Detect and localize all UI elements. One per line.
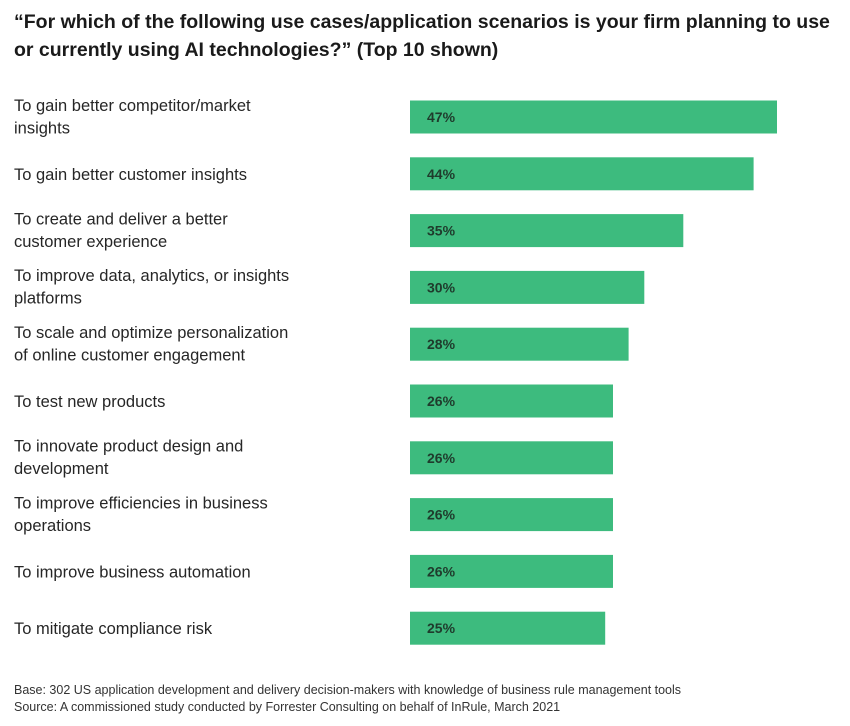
bar-2	[410, 157, 754, 191]
source-footnote: Source: A commissioned study conducted b…	[14, 700, 561, 714]
chart-title: “For which of the following use cases/ap…	[14, 11, 830, 61]
value-label-1: 47%	[427, 109, 456, 125]
category-label-7: To innovate product design and developmen…	[14, 438, 243, 479]
category-label-3: To create and deliver a better customer e…	[14, 210, 228, 251]
value-label-6: 26%	[427, 393, 456, 409]
category-label-5: To scale and optimize personalization of …	[14, 324, 288, 365]
category-label-1: To gain better competitor/market insights	[14, 97, 251, 138]
bar-1	[410, 100, 777, 134]
bar-10	[410, 611, 606, 645]
bar-7	[410, 441, 613, 475]
category-label-10: To mitigate compliance risk	[14, 620, 213, 638]
category-label-9: To improve business automation	[14, 563, 251, 581]
bar-8	[410, 498, 613, 532]
bar-9	[410, 554, 613, 588]
bar-4	[410, 270, 645, 304]
bar-6	[410, 384, 613, 418]
value-label-9: 26%	[427, 563, 456, 579]
value-label-8: 26%	[427, 507, 456, 523]
value-label-10: 25%	[427, 620, 456, 636]
bar-chart: 47% To gain better competitor/market insig…	[14, 97, 777, 645]
value-label-5: 28%	[427, 336, 456, 352]
base-footnote: Base: 302 US application development and…	[14, 683, 682, 697]
category-label-2: To gain better customer insights	[14, 166, 247, 184]
value-label-3: 35%	[427, 223, 456, 239]
value-label-4: 30%	[427, 279, 456, 295]
bar-3	[410, 214, 684, 248]
value-label-2: 44%	[427, 166, 456, 182]
bar-5	[410, 327, 629, 361]
value-label-7: 26%	[427, 450, 456, 466]
category-label-6: To test new products	[14, 393, 165, 411]
category-label-4: To improve data, analytics, or insights p…	[14, 267, 289, 308]
category-label-8: To improve efficiencies in business opera…	[14, 494, 268, 535]
